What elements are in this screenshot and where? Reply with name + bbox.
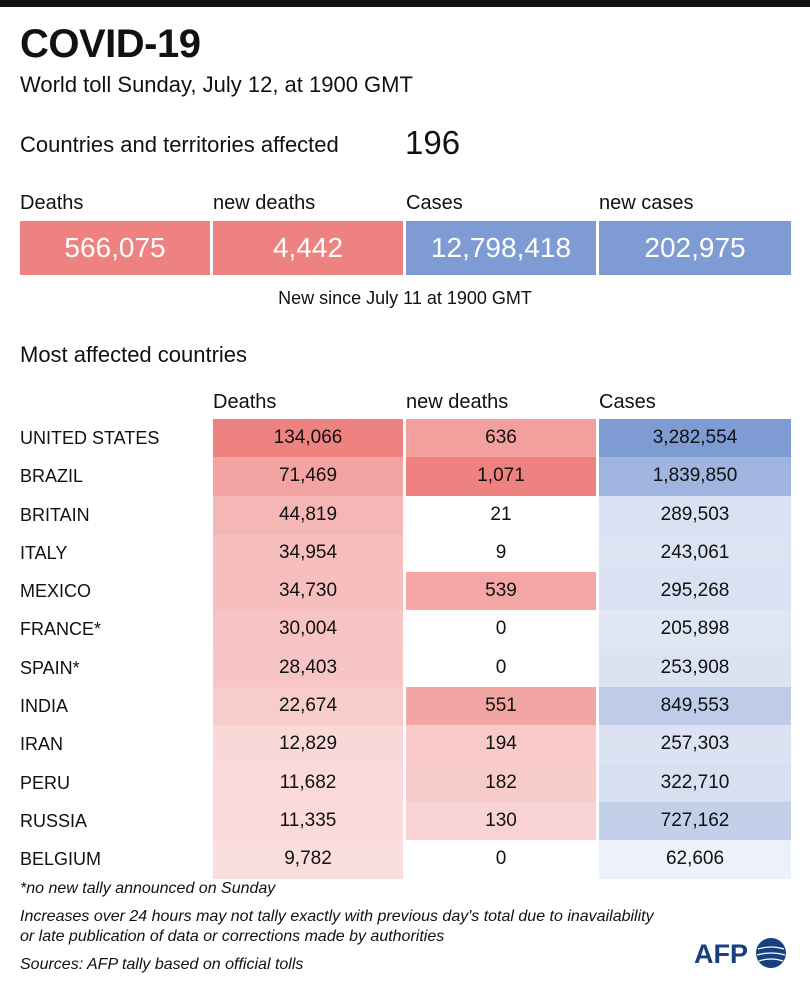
affected-value: 196 — [405, 124, 461, 161]
country-name: ITALY — [20, 542, 68, 563]
affected-label: Countries and territories affected — [20, 132, 339, 157]
cases-cell: 62,606 — [599, 840, 791, 879]
country-name: MEXICO — [20, 581, 92, 602]
table-row: BRITAIN 44,819 21 289,503 — [0, 495, 810, 534]
deaths-cell: 71,469 — [213, 457, 403, 496]
cases-cell: 295,268 — [599, 572, 791, 611]
new-deaths-cell: 21 — [406, 495, 596, 534]
cases-cell: 205,898 — [599, 610, 791, 649]
new-deaths-cell: 194 — [406, 725, 596, 764]
cases-cell: 322,710 — [599, 763, 791, 802]
country-name: RUSSIA — [20, 810, 88, 831]
afp-logo: AFP — [694, 938, 786, 969]
summary-cases-value: 12,798,418 — [406, 221, 596, 275]
cases-cell: 257,303 — [599, 725, 791, 764]
summary-deaths-label: Deaths — [20, 192, 84, 214]
summary-new-cases-label: new cases — [599, 192, 694, 214]
table-row: INDIA 22,674 551 849,553 — [0, 687, 810, 726]
new-deaths-cell: 0 — [406, 648, 596, 688]
table-row: FRANCE* 30,004 0 205,898 — [0, 610, 810, 649]
chart-title: COVID-19 — [20, 22, 201, 66]
sources-note: Sources: AFP tally based on official tol… — [20, 956, 304, 973]
country-name: SPAIN* — [20, 657, 80, 678]
new-deaths-cell: 636 — [406, 419, 596, 458]
table-row: RUSSIA 11,335 130 727,162 — [0, 801, 810, 841]
summary-new-cases-value: 202,975 — [599, 221, 791, 275]
table-row: ITALY 34,954 9 243,061 — [0, 533, 810, 573]
deaths-cell: 12,829 — [213, 725, 403, 764]
new-deaths-cell: 130 — [406, 801, 596, 841]
country-name: BRAZIL — [20, 466, 84, 487]
new-deaths-cell: 9 — [406, 533, 596, 573]
table-row: MEXICO 34,730 539 295,268 — [0, 572, 810, 611]
country-name: PERU — [20, 772, 71, 793]
new-deaths-cell: 0 — [406, 840, 596, 879]
top-bar — [0, 0, 810, 7]
new-since-note: New since July 11 at 1900 GMT — [278, 288, 532, 308]
table-row: PERU 11,682 182 322,710 — [0, 763, 810, 802]
cases-cell: 243,061 — [599, 533, 791, 573]
cases-cell: 727,162 — [599, 801, 791, 841]
summary-new-deaths-label: new deaths — [213, 192, 316, 214]
footnote: *no new tally announced on Sunday — [20, 880, 276, 897]
column-header-new-deaths: new deaths — [406, 391, 509, 413]
deaths-cell: 9,782 — [213, 840, 403, 879]
deaths-cell: 134,066 — [213, 419, 403, 458]
new-deaths-cell: 551 — [406, 687, 596, 726]
chart-subtitle: World toll Sunday, July 12, at 1900 GMT — [20, 72, 413, 97]
afp-logo-text: AFP — [694, 939, 748, 969]
table-row: BELGIUM 9,782 0 62,606 — [0, 840, 810, 879]
deaths-cell: 44,819 — [213, 495, 403, 534]
deaths-cell: 34,954 — [213, 533, 403, 573]
summary-new-deaths-value: 4,442 — [213, 221, 403, 275]
country-table: UNITED STATES 134,066 636 3,282,554 BRAZIL 71… — [0, 419, 810, 879]
new-deaths-cell: 0 — [406, 610, 596, 649]
cases-cell: 3,282,554 — [599, 419, 791, 458]
deaths-cell: 22,674 — [213, 687, 403, 726]
summary-cases-label: Cases — [406, 192, 463, 214]
deaths-cell: 28,403 — [213, 648, 403, 688]
column-header-cases: Cases — [599, 391, 656, 413]
afp-logo-globe-lines — [756, 946, 786, 962]
country-name: BELGIUM — [20, 849, 102, 870]
country-name: UNITED STATES — [20, 428, 160, 448]
deaths-cell: 30,004 — [213, 610, 403, 649]
country-name: BRITAIN — [20, 504, 90, 525]
table-title: Most affected countries — [20, 342, 248, 367]
summary-deaths-value: 566,075 — [20, 221, 210, 275]
deaths-cell: 11,335 — [213, 801, 403, 841]
country-name: INDIA — [20, 696, 69, 717]
country-name: IRAN — [20, 734, 64, 755]
country-name: FRANCE* — [20, 619, 102, 640]
table-row: BRAZIL 71,469 1,071 1,839,850 — [0, 457, 810, 496]
new-deaths-cell: 182 — [406, 763, 596, 802]
table-row: UNITED STATES 134,066 636 3,282,554 — [0, 419, 810, 458]
new-deaths-cell: 1,071 — [406, 457, 596, 496]
deaths-cell: 11,682 — [213, 763, 403, 802]
new-deaths-cell: 539 — [406, 572, 596, 611]
table-row: IRAN 12,829 194 257,303 — [0, 725, 810, 764]
cases-cell: 1,839,850 — [599, 457, 791, 496]
table-row: SPAIN* 28,403 0 253,908 — [0, 648, 810, 688]
cases-cell: 849,553 — [599, 687, 791, 726]
cases-cell: 289,503 — [599, 495, 791, 534]
column-header-deaths: Deaths — [213, 391, 277, 413]
note-line-2: or late publication of data or correctio… — [20, 928, 445, 945]
note-line-1: Increases over 24 hours may not tally ex… — [20, 908, 654, 925]
deaths-cell: 34,730 — [213, 572, 403, 611]
cases-cell: 253,908 — [599, 648, 791, 688]
